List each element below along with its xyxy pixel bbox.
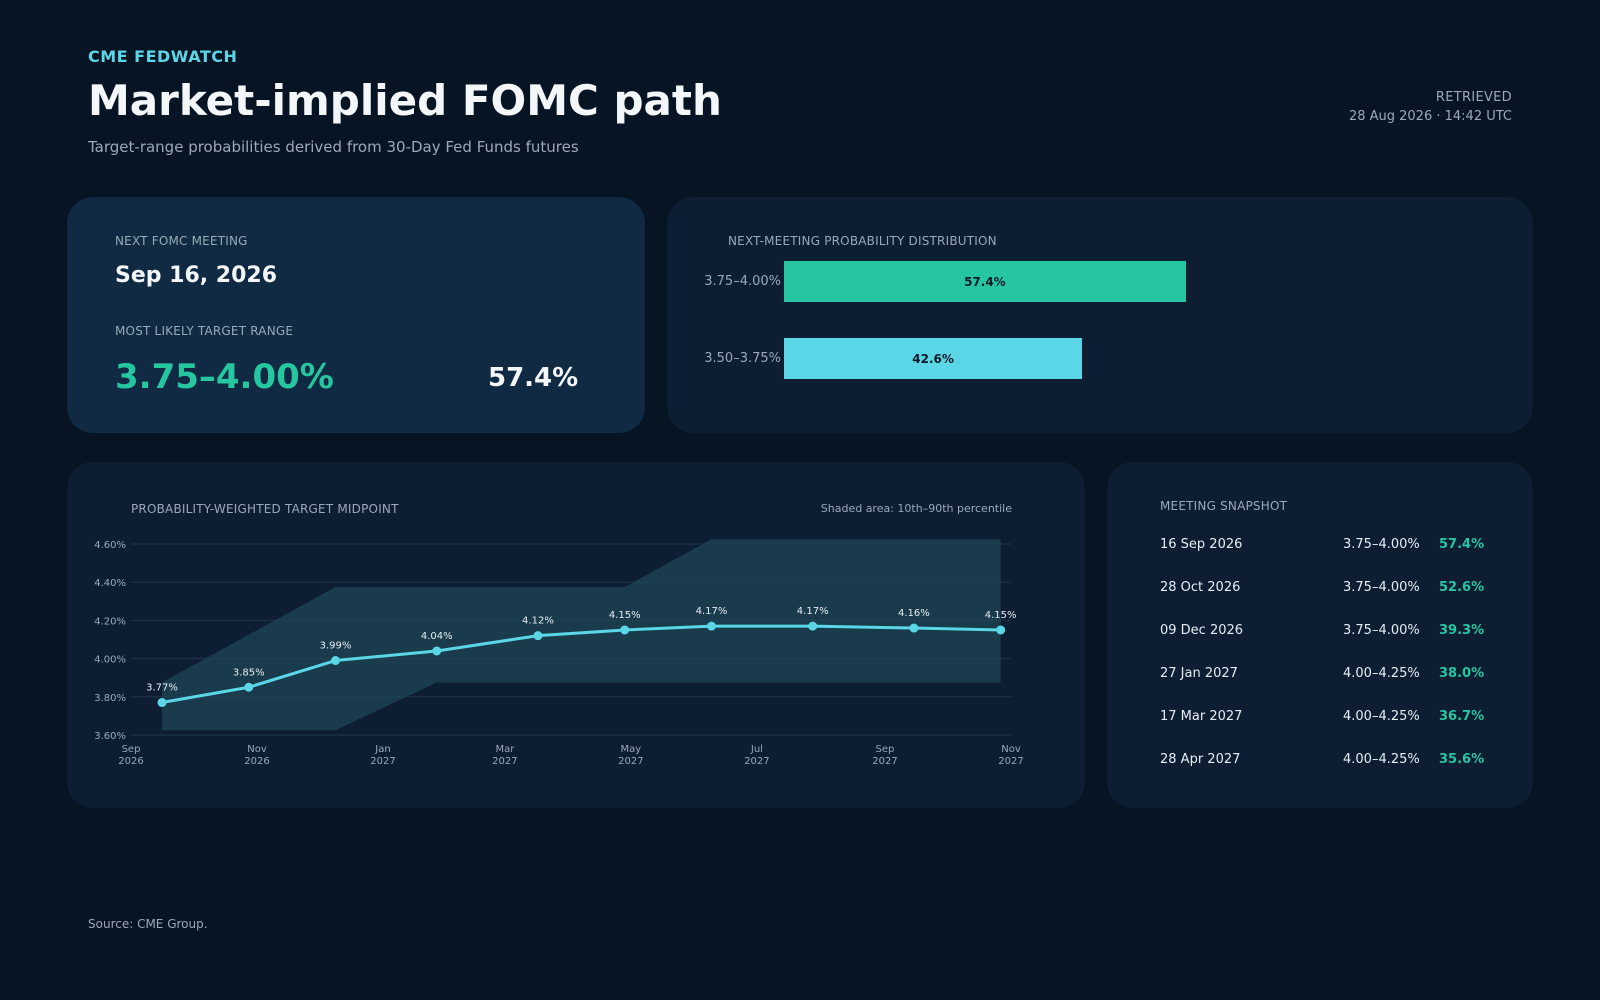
snapshot-range: 3.75–4.00% xyxy=(1343,623,1420,638)
midpoint-chart-card: PROBABILITY-WEIGHTED TARGET MIDPOINT Sha… xyxy=(67,462,1085,808)
data-label: 4.15% xyxy=(609,610,641,621)
data-point xyxy=(432,646,442,656)
chart-note: Shaded area: 10th–90th percentile xyxy=(820,502,1012,515)
snapshot-prob: 36.7% xyxy=(1439,709,1485,724)
y-tick-label: 4.60% xyxy=(94,540,126,551)
x-tick-label: Jan 2027 xyxy=(370,744,395,767)
data-point xyxy=(620,625,630,635)
snapshot-range: 4.00–4.25% xyxy=(1343,752,1420,767)
snapshot-date: 28 Oct 2026 xyxy=(1160,580,1241,595)
distribution-bar: 57.4% xyxy=(784,261,1186,302)
snapshot-row: 17 Mar 2027 4.00–4.25% 36.7% xyxy=(1160,709,1500,729)
x-tick-label: Jul 2027 xyxy=(744,744,769,767)
retrieved-value: 28 Aug 2026 · 14:42 UTC xyxy=(1348,109,1512,124)
distribution-bar-label: 57.4% xyxy=(964,274,1006,289)
distribution-card: NEXT-MEETING PROBABILITY DISTRIBUTION 3.… xyxy=(667,197,1533,433)
snapshot-prob: 57.4% xyxy=(1439,537,1485,552)
data-point xyxy=(244,682,254,692)
midpoint-chart: 3.60% 3.80% 4.00% 4.20% 4.40% 4.60% Sep 2026 Nov… xyxy=(94,539,1024,767)
page-title: Market-implied FOMC path xyxy=(88,76,722,125)
snapshot-prob: 38.0% xyxy=(1439,666,1485,681)
data-point xyxy=(808,621,818,631)
retrieved-info: RETRIEVED 28 Aug 2026 · 14:42 UTC xyxy=(1349,88,1512,126)
data-label: 4.12% xyxy=(522,616,554,627)
distribution-range-label: 3.50–3.75% xyxy=(704,351,781,366)
data-point xyxy=(706,621,716,631)
snapshot-range: 4.00–4.25% xyxy=(1343,666,1420,681)
y-tick-label: 4.00% xyxy=(94,655,126,666)
distribution-bar: 42.6% xyxy=(784,338,1083,379)
x-tick-label: Nov 2027 xyxy=(998,744,1023,767)
page-subtitle: Target-range probabilities derived from … xyxy=(88,138,579,156)
snapshot-row: 16 Sep 2026 3.75–4.00% 57.4% xyxy=(1160,537,1500,557)
data-point xyxy=(157,698,167,708)
data-label: 3.77% xyxy=(146,683,178,694)
x-tick-label: Sep 2027 xyxy=(872,744,897,767)
data-label: 4.16% xyxy=(898,608,930,619)
y-tick-label: 4.20% xyxy=(94,616,126,627)
data-label: 3.99% xyxy=(320,641,352,652)
data-point xyxy=(909,623,919,633)
kicker: CME FEDWATCH xyxy=(88,47,238,66)
snapshot-prob: 39.3% xyxy=(1439,623,1485,638)
snapshot-row: 28 Oct 2026 3.75–4.00% 52.6% xyxy=(1160,580,1500,600)
chart-title: PROBABILITY-WEIGHTED TARGET MIDPOINT xyxy=(131,502,399,516)
next-meeting-card: NEXT FOMC MEETING Sep 16, 2026 MOST LIKE… xyxy=(67,197,645,433)
snapshot-range: 3.75–4.00% xyxy=(1343,580,1420,595)
snapshot-title: MEETING SNAPSHOT xyxy=(1160,499,1288,513)
snapshot-prob: 52.6% xyxy=(1439,580,1485,595)
midpoint-line xyxy=(161,624,1001,705)
data-label: 4.17% xyxy=(797,606,829,617)
percentile-band xyxy=(161,539,1001,731)
distribution-row: 3.50–3.75% 42.6% xyxy=(667,338,1533,379)
target-range-value: 3.75–4.00% xyxy=(115,357,334,397)
meeting-snapshot-card: MEETING SNAPSHOT 16 Sep 2026 3.75–4.00% … xyxy=(1107,462,1533,808)
snapshot-date: 28 Apr 2027 xyxy=(1160,752,1241,767)
snapshot-row: 09 Dec 2026 3.75–4.00% 39.3% xyxy=(1160,623,1500,643)
target-range-label: MOST LIKELY TARGET RANGE xyxy=(115,324,294,338)
x-tick-label: Nov 2026 xyxy=(244,744,269,767)
snapshot-row: 27 Jan 2027 4.00–4.25% 38.0% xyxy=(1160,666,1500,686)
distribution-row: 3.75–4.00% 57.4% xyxy=(667,261,1533,302)
snapshot-date: 16 Sep 2026 xyxy=(1160,537,1243,552)
x-tick-label: Mar 2027 xyxy=(492,744,517,767)
data-point xyxy=(533,631,543,641)
y-tick-label: 4.40% xyxy=(94,578,126,589)
y-tick-label: 3.60% xyxy=(94,731,126,742)
snapshot-date: 27 Jan 2027 xyxy=(1160,666,1238,681)
retrieved-label: RETRIEVED xyxy=(1435,90,1512,105)
data-label: 4.17% xyxy=(696,606,728,617)
snapshot-date: 17 Mar 2027 xyxy=(1160,709,1243,724)
source-note: Source: CME Group. xyxy=(88,917,208,931)
data-point xyxy=(331,656,341,666)
distribution-bar-label: 42.6% xyxy=(912,351,954,366)
distribution-range-label: 3.75–4.00% xyxy=(704,274,781,289)
next-meeting-date: Sep 16, 2026 xyxy=(115,263,278,288)
next-meeting-label: NEXT FOMC MEETING xyxy=(115,234,248,248)
y-tick-label: 3.80% xyxy=(94,693,126,704)
distribution-title: NEXT-MEETING PROBABILITY DISTRIBUTION xyxy=(728,234,997,248)
x-tick-label: May 2027 xyxy=(618,744,643,767)
target-range-probability: 57.4% xyxy=(488,363,579,393)
snapshot-prob: 35.6% xyxy=(1439,752,1485,767)
data-label: 4.15% xyxy=(985,610,1017,621)
x-tick-label: Sep 2026 xyxy=(118,744,143,767)
snapshot-range: 3.75–4.00% xyxy=(1343,537,1420,552)
data-label: 4.04% xyxy=(421,631,453,642)
snapshot-range: 4.00–4.25% xyxy=(1343,709,1420,724)
data-point xyxy=(996,625,1006,635)
snapshot-row: 28 Apr 2027 4.00–4.25% 35.6% xyxy=(1160,752,1500,772)
data-label: 3.85% xyxy=(233,667,265,678)
snapshot-date: 09 Dec 2026 xyxy=(1160,623,1244,638)
